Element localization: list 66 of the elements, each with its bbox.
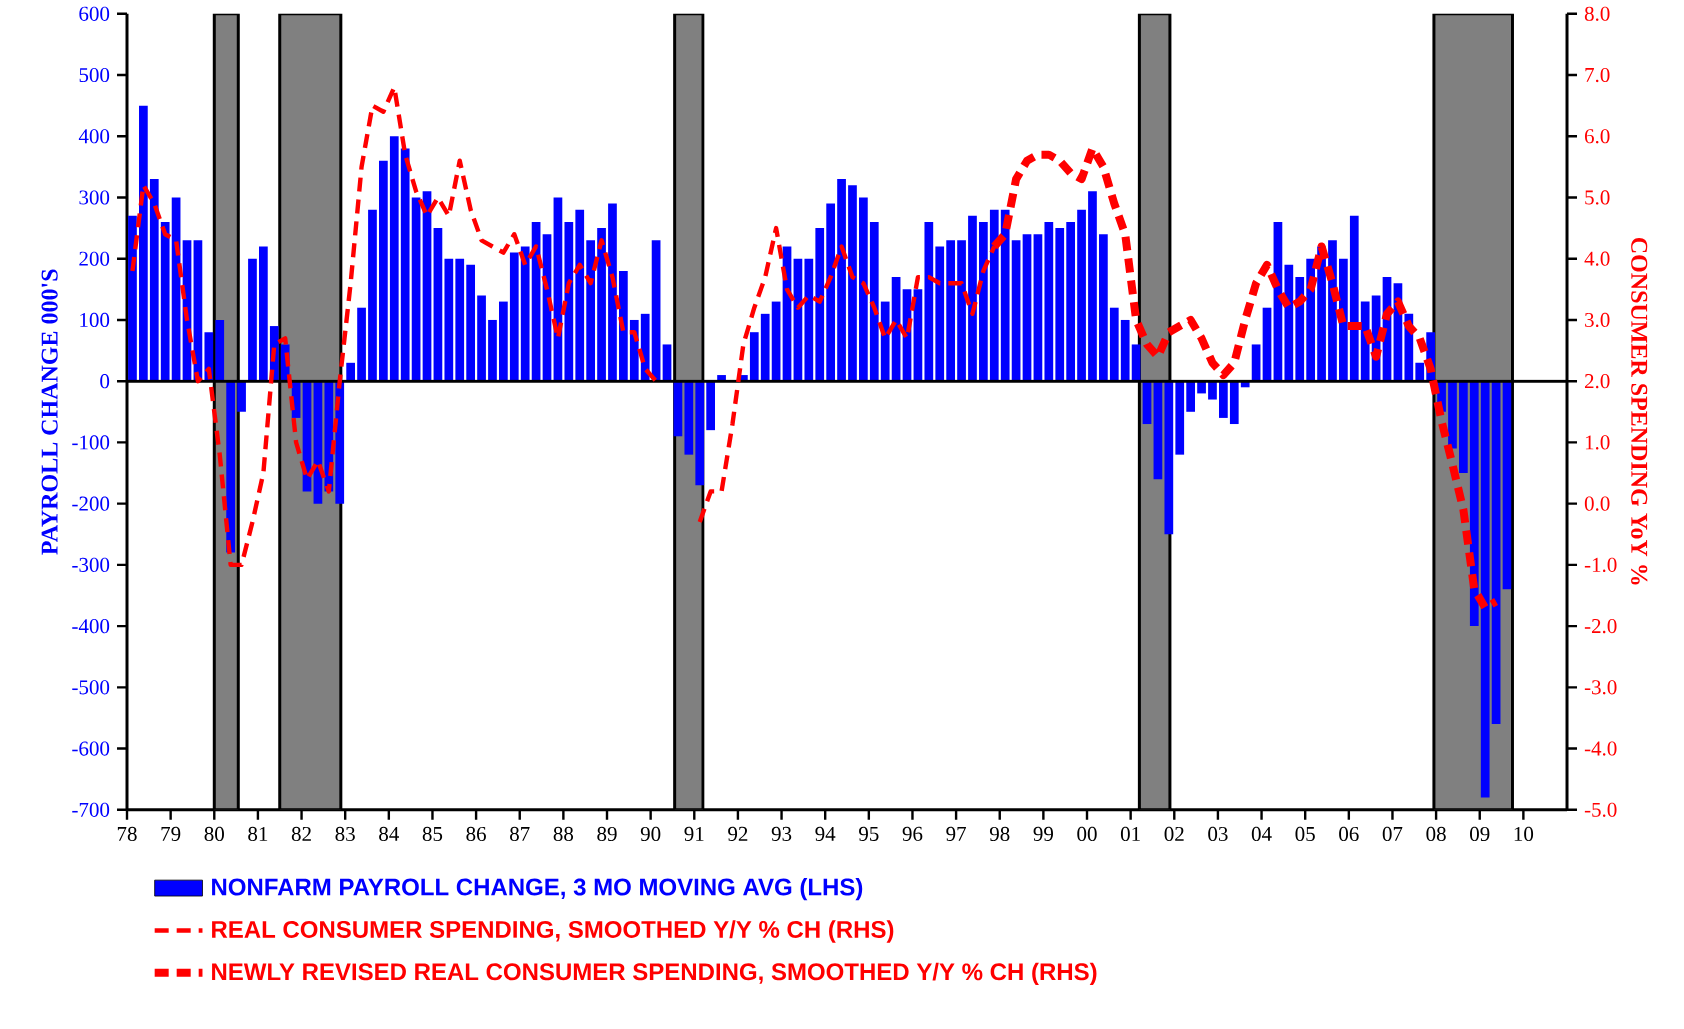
x-tick-label: 95: [859, 826, 879, 842]
x-tick-label: 99: [1033, 826, 1054, 842]
y2-tick-label: -1.0: [1584, 557, 1617, 573]
y-tick-label: 0: [100, 374, 110, 389]
y-tick-label: -700: [72, 802, 110, 817]
x-tick-label: 81: [248, 826, 268, 842]
y-tick-label: -500: [72, 680, 110, 695]
x-tick-label: 06: [1339, 826, 1359, 842]
x-tick-label: 93: [771, 826, 792, 842]
x-tick-label: 07: [1382, 826, 1403, 842]
y2-tick-label: 4.0: [1584, 251, 1610, 266]
y-tick-label: -600: [72, 741, 110, 756]
y2-axis-title: CONSUMER SPENDING YoY %: [1631, 238, 1648, 585]
x-tick-label: 02: [1164, 826, 1184, 842]
y-axis-title: PAYROLL CHANGE 000'S: [41, 269, 58, 555]
x-tick-label: 85: [422, 826, 443, 842]
x-tick-label: 80: [204, 826, 224, 842]
y2-tick-label: 0.0: [1584, 496, 1610, 511]
y2-tick-label: 5.0: [1585, 190, 1610, 205]
x-tick-label: 82: [291, 826, 311, 842]
legend-label: NEWLY REVISED REAL CONSUMER SPENDING, SMOOTHED Y/Y % CH (RHS): [212, 962, 1097, 986]
x-tick-label: 00: [1077, 826, 1097, 842]
x-tick-label: 79: [161, 826, 181, 842]
y2-tick-label: 8.0: [1584, 6, 1610, 22]
x-tick-label: 87: [510, 826, 530, 842]
y2-tick-label: 3.0: [1585, 312, 1610, 328]
y2-tick-label: -2.0: [1584, 619, 1617, 634]
x-tick-label: 01: [1120, 826, 1140, 842]
x-tick-label: 83: [335, 826, 355, 842]
y-tick-label: 600: [79, 6, 110, 21]
y-tick-label: 100: [80, 312, 110, 328]
x-tick-label: 09: [1470, 826, 1490, 842]
y2-tick-label: 6.0: [1584, 129, 1610, 144]
y-tick-label: 400: [78, 129, 110, 144]
y2-tick-label: -3.0: [1584, 680, 1617, 695]
x-tick-label: 86: [466, 826, 486, 842]
y-tick-label: -200: [72, 496, 110, 511]
x-tick-label: 90: [640, 826, 661, 842]
x-tick-label: 91: [684, 826, 704, 842]
x-tick-label: 05: [1295, 826, 1315, 842]
legend-label: REAL CONSUMER SPENDING, SMOOTHED Y/Y % CH (RHS): [212, 920, 894, 943]
y-tick-label: -300: [72, 557, 110, 573]
x-tick-label: 08: [1426, 826, 1446, 842]
y2-tick-label: -5.0: [1584, 802, 1617, 818]
legend-label: NONFARM PAYROLL CHANGE, 3 MO MOVING AVG (LHS): [212, 878, 863, 901]
x-tick-label: 04: [1251, 826, 1272, 842]
x-tick-label: 88: [553, 826, 574, 842]
x-tick-label: 78: [117, 826, 137, 842]
x-tick-label: 94: [815, 826, 836, 842]
y-tick-label: 500: [79, 68, 110, 83]
x-tick-label: 03: [1208, 826, 1228, 842]
x-tick-label: 97: [946, 826, 966, 842]
x-tick-label: 98: [989, 826, 1010, 842]
x-tick-label: 10: [1514, 826, 1534, 842]
x-tick-label: 89: [597, 826, 617, 842]
y-tick-label: -100: [72, 435, 110, 450]
x-tick-label: 84: [379, 826, 399, 842]
y-tick-label: 200: [79, 251, 110, 266]
y2-tick-label: 2.0: [1584, 374, 1610, 389]
y-tick-label: 300: [79, 190, 110, 205]
y2-tick-label: 7.0: [1585, 68, 1610, 83]
y-tick-label: -400: [72, 619, 110, 634]
y2-tick-label: 1.0: [1585, 435, 1610, 450]
x-tick-label: 96: [902, 826, 923, 842]
y2-tick-label: -4.0: [1584, 741, 1617, 756]
x-tick-label: 92: [728, 826, 748, 842]
